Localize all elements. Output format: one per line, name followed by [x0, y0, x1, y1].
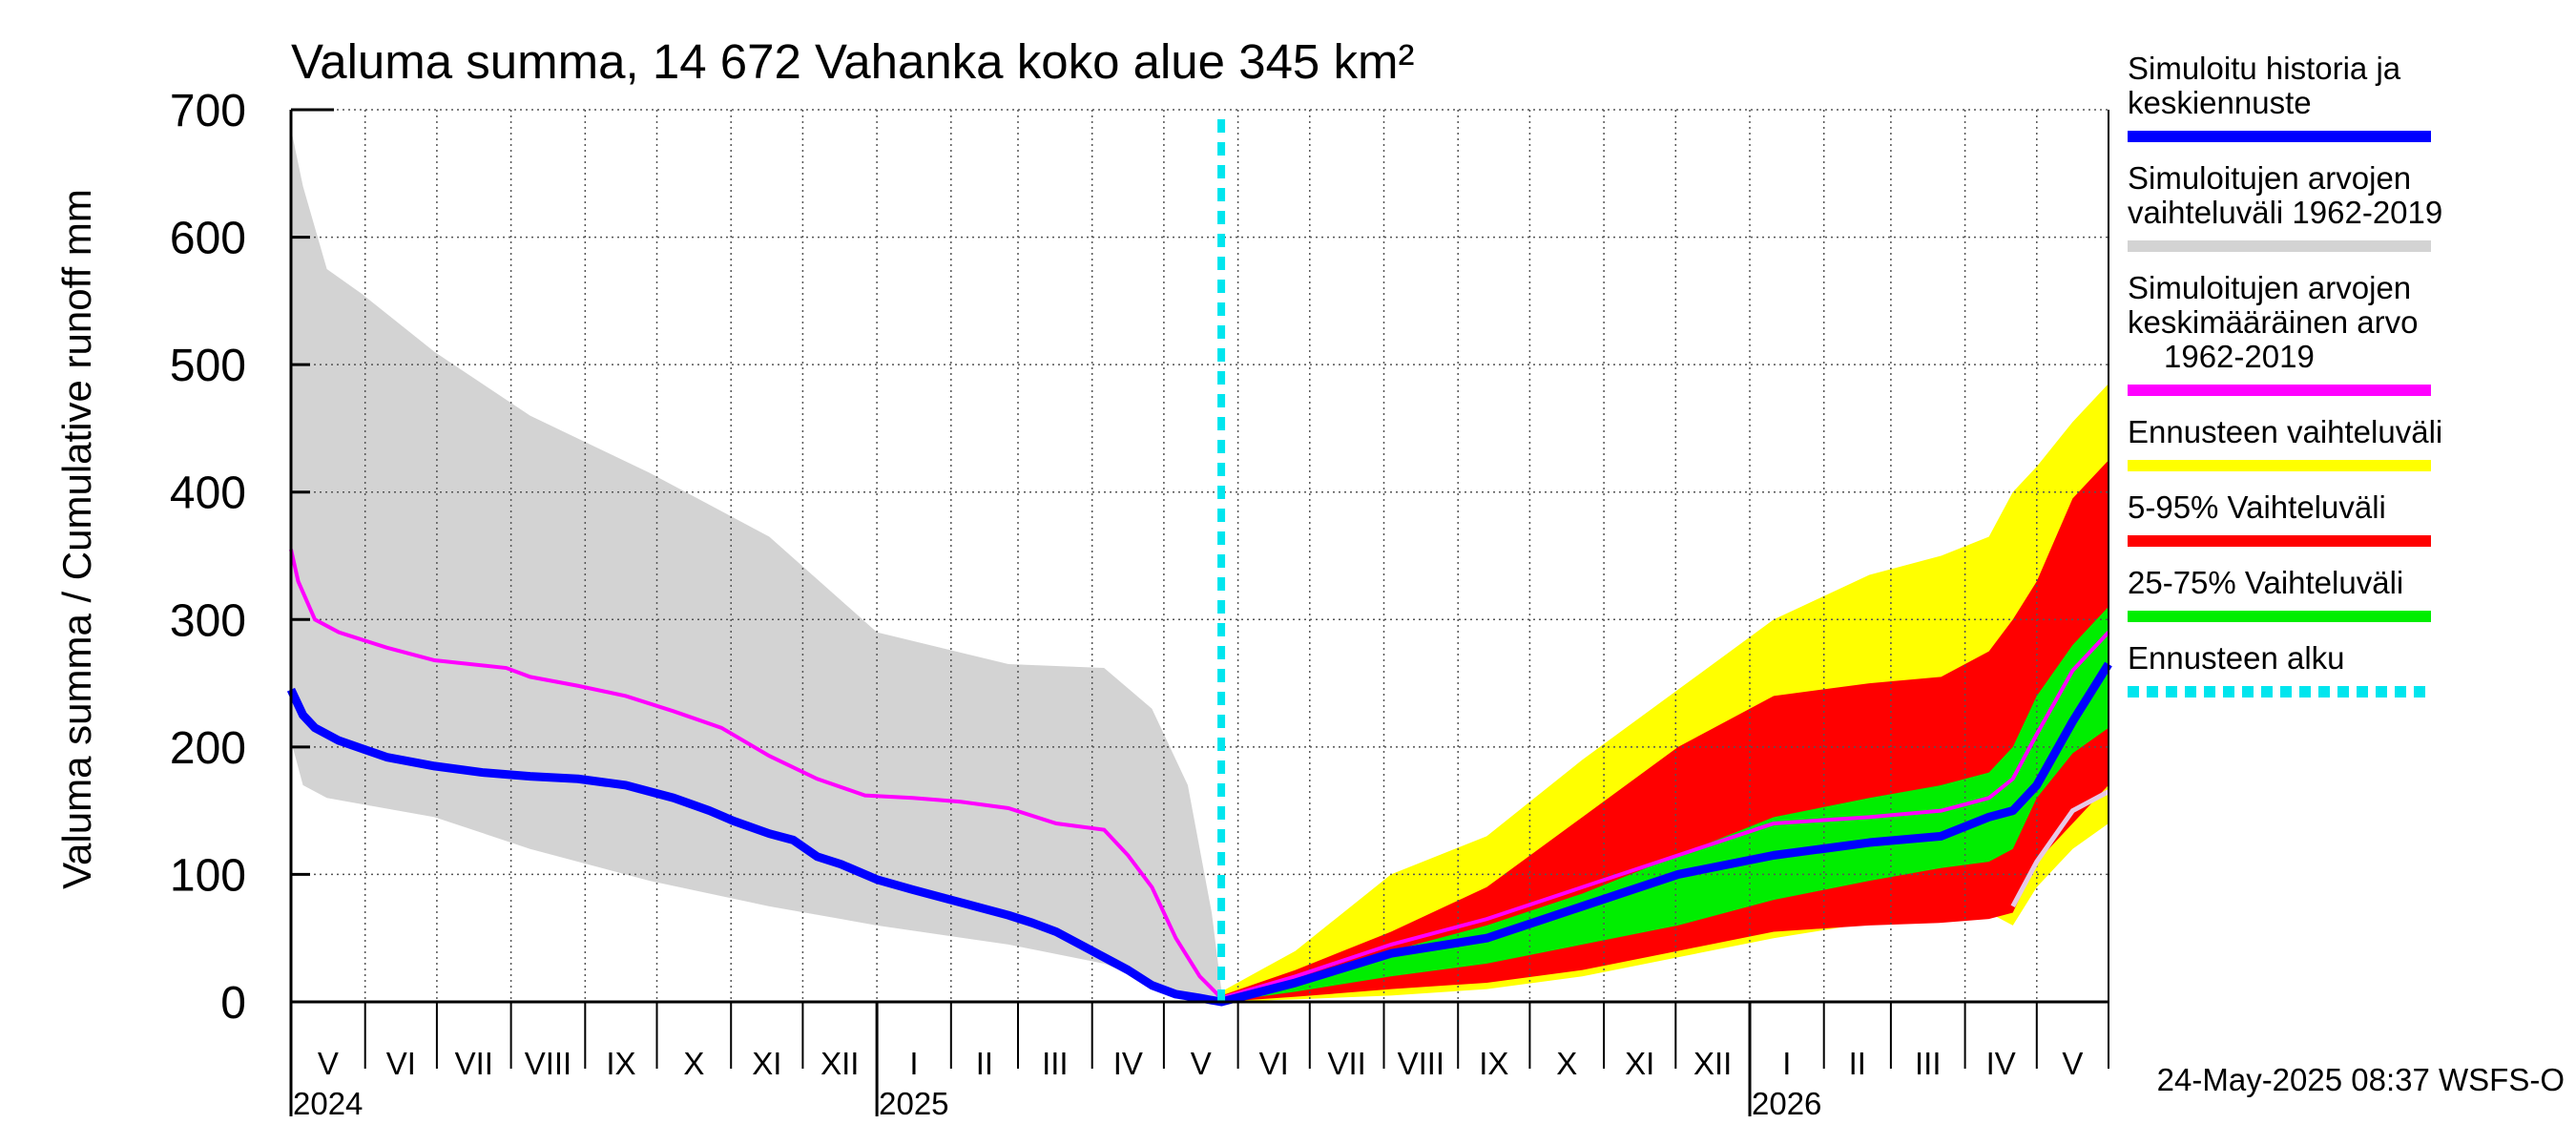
- y-tick-label: 0: [220, 978, 246, 1029]
- y-tick-label: 300: [170, 595, 246, 646]
- y-axis-label: Valuma summa / Cumulative runoff mm: [54, 189, 99, 889]
- median-forecast-line: [286, 661, 2112, 1007]
- x-month-label: IX: [1479, 1046, 1508, 1081]
- x-year-label: 2024: [293, 1086, 363, 1121]
- legend-label: keskiennuste: [2128, 85, 2312, 120]
- x-month-label: XII: [1693, 1046, 1732, 1081]
- band-25-75: [1221, 606, 2109, 1002]
- legend-label: vaihteluväli 1962-2019: [2128, 195, 2442, 230]
- y-tick-label: 600: [170, 214, 246, 264]
- x-month-label: IX: [606, 1046, 635, 1081]
- y-tick-label: 700: [170, 86, 246, 136]
- chart-title: Valuma summa, 14 672 Vahanka koko alue 3…: [291, 34, 1414, 89]
- x-month-label: VII: [455, 1046, 493, 1081]
- y-tick-label: 400: [170, 468, 246, 519]
- y-tick-label: 100: [170, 850, 246, 901]
- x-year-label: 2026: [1752, 1086, 1821, 1121]
- x-month-label: VI: [386, 1046, 416, 1081]
- light-trace-line: [2010, 789, 2110, 908]
- x-month-label: I: [909, 1046, 918, 1081]
- legend-label: keskimääräinen arvo: [2128, 304, 2418, 340]
- x-month-label: VII: [1327, 1046, 1365, 1081]
- mean-line: [289, 549, 2110, 1001]
- x-month-label: V: [1191, 1046, 1212, 1081]
- x-month-label: V: [318, 1046, 339, 1081]
- legend-label: Ennusteen alku: [2128, 640, 2345, 676]
- legend-label: Simuloitu historia ja: [2128, 51, 2401, 86]
- x-month-label: II: [1849, 1046, 1866, 1081]
- footer-timestamp: 24-May-2025 08:37 WSFS-O: [2157, 1062, 2565, 1097]
- x-month-label: IV: [1113, 1046, 1143, 1081]
- x-month-label: VIII: [525, 1046, 572, 1081]
- y-tick-label: 200: [170, 723, 246, 774]
- x-month-label: V: [2062, 1046, 2083, 1081]
- x-month-label: X: [683, 1046, 704, 1081]
- x-month-label: XII: [821, 1046, 859, 1081]
- x-month-label: X: [1556, 1046, 1577, 1081]
- x-month-label: XI: [752, 1046, 781, 1081]
- x-month-label: VI: [1259, 1046, 1289, 1081]
- legend-label: 5-95% Vaihteluväli: [2128, 489, 2386, 525]
- x-year-label: 2025: [879, 1086, 948, 1121]
- x-month-label: I: [1782, 1046, 1791, 1081]
- legend-label: Ennusteen vaihteluväli: [2128, 414, 2442, 449]
- historical-range-band: [291, 129, 1222, 1003]
- x-month-label: IV: [1986, 1046, 2016, 1081]
- x-month-label: III: [1042, 1046, 1069, 1081]
- legend-label: 25-75% Vaihteluväli: [2128, 565, 2403, 600]
- legend-label: 1962-2019: [2164, 339, 2315, 374]
- legend-label: Simuloitujen arvojen: [2128, 270, 2411, 305]
- x-month-label: VIII: [1398, 1046, 1445, 1081]
- legend-label: Simuloitujen arvojen: [2128, 160, 2411, 196]
- x-month-label: XI: [1625, 1046, 1654, 1081]
- y-tick-label: 500: [170, 341, 246, 391]
- x-month-label: III: [1915, 1046, 1942, 1081]
- x-month-label: II: [976, 1046, 993, 1081]
